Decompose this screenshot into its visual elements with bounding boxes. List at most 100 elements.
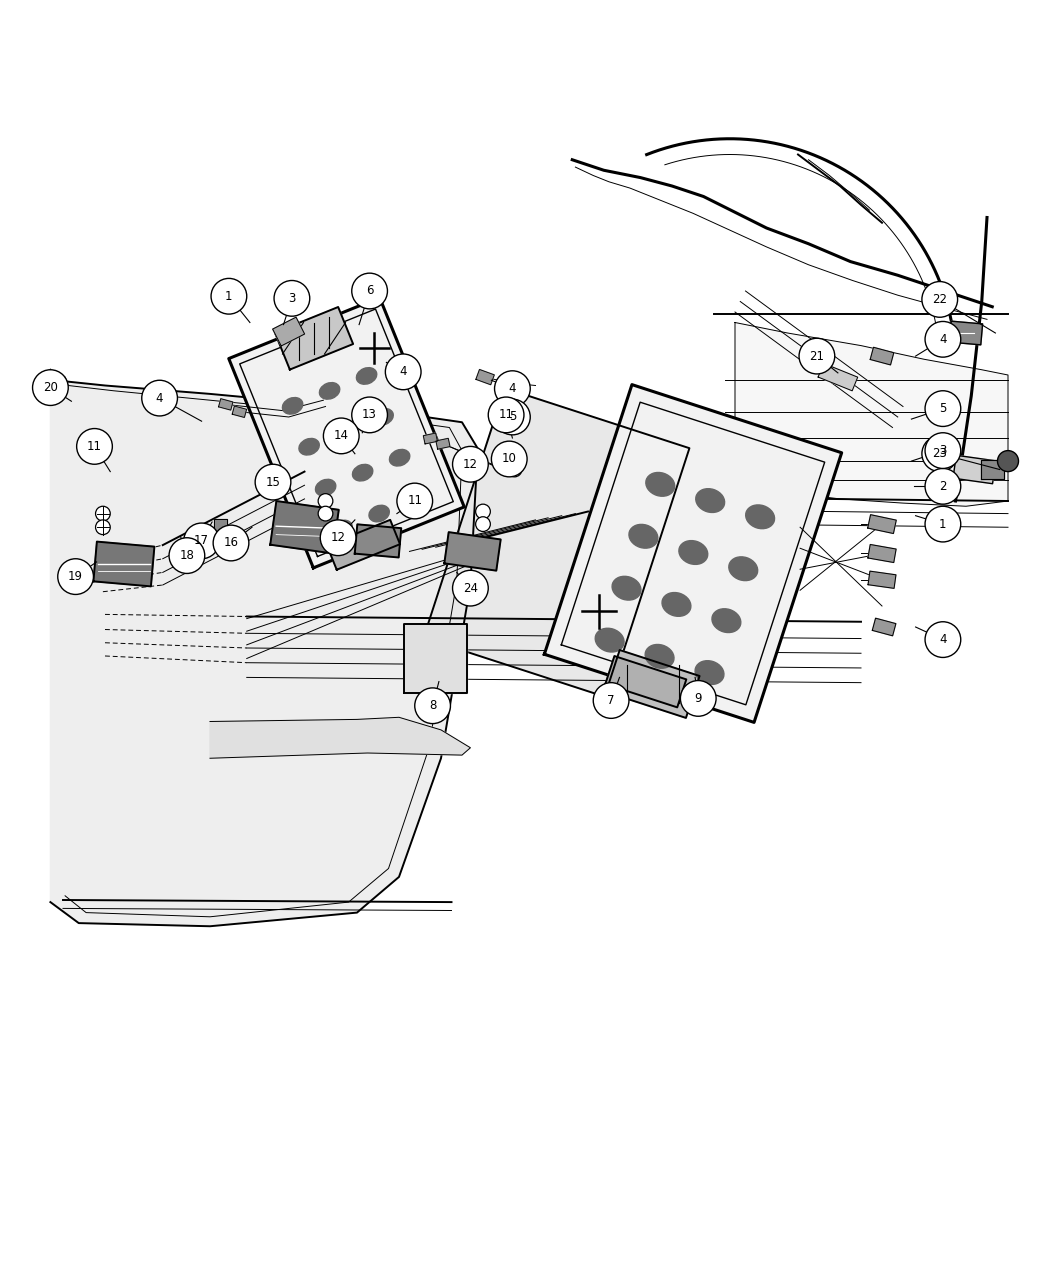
Polygon shape — [50, 370, 478, 926]
Polygon shape — [327, 520, 400, 570]
Circle shape — [58, 558, 93, 594]
Text: 20: 20 — [43, 381, 58, 394]
Polygon shape — [492, 400, 511, 416]
Circle shape — [318, 506, 333, 521]
Circle shape — [922, 282, 958, 317]
Text: 5: 5 — [939, 402, 947, 416]
Circle shape — [352, 397, 387, 432]
Circle shape — [213, 525, 249, 561]
Ellipse shape — [315, 479, 336, 496]
Circle shape — [680, 681, 716, 717]
Ellipse shape — [696, 488, 724, 513]
Circle shape — [922, 436, 958, 472]
Ellipse shape — [646, 473, 675, 496]
Text: 3: 3 — [939, 444, 947, 458]
Text: 13: 13 — [362, 408, 377, 422]
Circle shape — [415, 688, 450, 724]
Ellipse shape — [299, 439, 319, 455]
Circle shape — [476, 504, 490, 519]
Text: 1: 1 — [939, 518, 947, 530]
Ellipse shape — [746, 505, 775, 529]
Ellipse shape — [729, 557, 758, 580]
Text: 21: 21 — [810, 349, 824, 362]
Circle shape — [453, 570, 488, 606]
Polygon shape — [868, 571, 896, 588]
Polygon shape — [949, 321, 983, 344]
Text: 3: 3 — [288, 292, 296, 305]
Ellipse shape — [679, 541, 708, 565]
Text: 23: 23 — [932, 448, 947, 460]
Circle shape — [385, 354, 421, 390]
Circle shape — [925, 390, 961, 426]
Circle shape — [96, 520, 110, 534]
Circle shape — [96, 506, 110, 521]
Circle shape — [211, 278, 247, 314]
Polygon shape — [214, 519, 227, 546]
Ellipse shape — [336, 423, 356, 440]
Ellipse shape — [595, 629, 624, 652]
Polygon shape — [218, 399, 233, 411]
Text: 15: 15 — [266, 476, 280, 488]
Text: 4: 4 — [155, 391, 164, 404]
Text: 10: 10 — [502, 453, 517, 465]
Circle shape — [799, 338, 835, 374]
Polygon shape — [273, 317, 304, 346]
Text: 9: 9 — [694, 692, 702, 705]
Ellipse shape — [373, 408, 394, 425]
Polygon shape — [270, 501, 339, 553]
Text: 4: 4 — [939, 333, 947, 346]
Circle shape — [142, 380, 177, 416]
Polygon shape — [232, 405, 247, 417]
Polygon shape — [229, 297, 464, 567]
Ellipse shape — [695, 660, 723, 685]
Circle shape — [169, 538, 205, 574]
Circle shape — [925, 506, 961, 542]
Ellipse shape — [369, 505, 390, 521]
Polygon shape — [404, 625, 467, 692]
Ellipse shape — [662, 593, 691, 616]
Text: 11: 11 — [499, 408, 513, 422]
Text: 6: 6 — [365, 284, 374, 297]
Polygon shape — [867, 515, 897, 533]
Polygon shape — [444, 532, 501, 571]
Polygon shape — [953, 455, 995, 483]
Polygon shape — [355, 524, 401, 557]
Polygon shape — [93, 542, 154, 586]
Polygon shape — [981, 460, 1004, 479]
Polygon shape — [476, 370, 495, 385]
Circle shape — [274, 280, 310, 316]
Circle shape — [925, 432, 961, 468]
Text: 12: 12 — [331, 532, 345, 544]
Polygon shape — [210, 718, 470, 759]
Polygon shape — [818, 363, 858, 391]
Text: 24: 24 — [463, 581, 478, 594]
Circle shape — [453, 446, 488, 482]
Polygon shape — [606, 657, 687, 708]
Polygon shape — [436, 439, 450, 449]
Circle shape — [925, 622, 961, 658]
Text: 5: 5 — [508, 411, 517, 423]
Text: 8: 8 — [428, 699, 437, 713]
Polygon shape — [606, 650, 699, 718]
Ellipse shape — [356, 367, 377, 384]
Circle shape — [495, 371, 530, 407]
Circle shape — [488, 397, 524, 432]
Text: 16: 16 — [224, 537, 238, 550]
Text: 2: 2 — [939, 479, 947, 493]
Text: 17: 17 — [194, 534, 209, 547]
Text: 1: 1 — [225, 289, 233, 302]
Polygon shape — [544, 385, 842, 723]
Circle shape — [925, 468, 961, 504]
Circle shape — [320, 520, 356, 556]
Circle shape — [397, 483, 433, 519]
Circle shape — [323, 418, 359, 454]
Text: 11: 11 — [407, 495, 422, 507]
Text: 11: 11 — [87, 440, 102, 453]
Text: 22: 22 — [932, 293, 947, 306]
Polygon shape — [423, 434, 438, 444]
Text: 4: 4 — [939, 634, 947, 646]
Ellipse shape — [319, 382, 340, 399]
Polygon shape — [870, 347, 894, 365]
Text: 4: 4 — [399, 366, 407, 379]
Ellipse shape — [390, 449, 410, 465]
